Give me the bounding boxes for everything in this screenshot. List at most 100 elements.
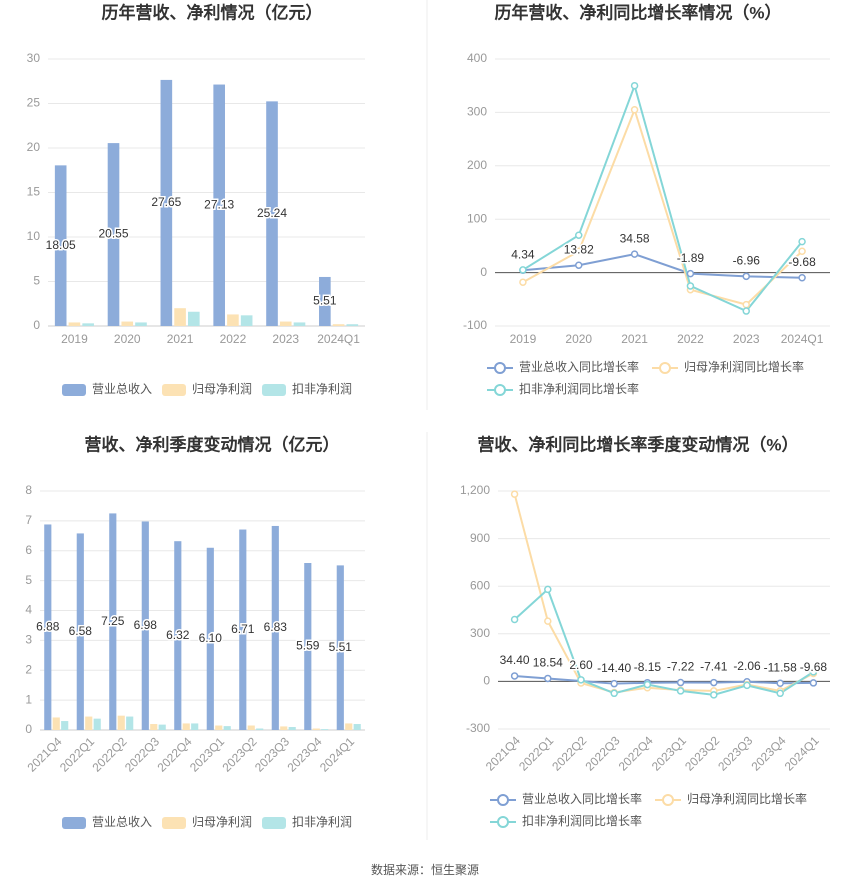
y-tick-label: -100 bbox=[463, 318, 487, 332]
data-label: 27.65 bbox=[151, 195, 181, 209]
x-tick-label: 2023Q4 bbox=[285, 734, 325, 774]
y-tick-label: 600 bbox=[470, 578, 490, 592]
data-label: 6.83 bbox=[264, 620, 288, 634]
bar bbox=[126, 716, 134, 730]
bar bbox=[76, 533, 84, 730]
x-tick-label: 2023 bbox=[272, 332, 299, 346]
point bbox=[776, 689, 784, 698]
legend-label: 扣非净利润 bbox=[292, 815, 352, 829]
bar bbox=[160, 79, 173, 326]
point bbox=[610, 679, 618, 688]
data-label: -6.96 bbox=[733, 253, 761, 267]
legend-swatch bbox=[497, 794, 509, 806]
bar bbox=[319, 276, 331, 326]
y-tick-label: 7 bbox=[25, 513, 32, 527]
point bbox=[742, 307, 750, 315]
x-tick-label: 2022Q1 bbox=[57, 734, 97, 774]
point bbox=[630, 250, 639, 258]
data-label: 20.55 bbox=[98, 227, 128, 241]
y-tick-label: 6 bbox=[25, 543, 32, 557]
point bbox=[798, 237, 806, 246]
legend-label: 营业总收入 bbox=[92, 815, 152, 829]
point bbox=[686, 282, 695, 290]
bar bbox=[293, 322, 306, 326]
data-label: -2.06 bbox=[733, 659, 761, 673]
data-label: 18.54 bbox=[533, 656, 563, 670]
y-tick-label: 1 bbox=[25, 692, 32, 706]
line bbox=[513, 587, 814, 696]
legend-swatch bbox=[262, 817, 286, 829]
y-tick-label: 10 bbox=[27, 229, 41, 243]
y-tick-label: 25 bbox=[27, 96, 41, 110]
y-tick-label: 8 bbox=[25, 483, 32, 497]
bar bbox=[215, 725, 223, 730]
data-label: 5.51 bbox=[329, 640, 353, 654]
data-label: 13.82 bbox=[564, 242, 594, 256]
data-label: 4.34 bbox=[511, 247, 535, 261]
source-note: 数据来源：恒生聚源 bbox=[371, 862, 479, 877]
bar bbox=[93, 718, 101, 730]
y-tick-label: 5 bbox=[25, 573, 32, 587]
data-label: 6.58 bbox=[69, 624, 93, 638]
x-tick-label: 2022 bbox=[677, 332, 704, 346]
data-label: 6.88 bbox=[36, 619, 60, 633]
x-tick-label: 2022Q2 bbox=[549, 733, 589, 773]
x-tick-label: 2024Q1 bbox=[317, 332, 360, 346]
point bbox=[577, 676, 585, 684]
point bbox=[519, 278, 527, 286]
bar bbox=[213, 84, 225, 326]
data-label: 27.13 bbox=[204, 197, 234, 211]
legend-swatch bbox=[62, 817, 86, 829]
bar bbox=[44, 524, 52, 730]
x-tick-label: 2022Q4 bbox=[155, 734, 195, 774]
bar bbox=[82, 323, 94, 326]
point bbox=[742, 300, 750, 309]
x-tick-label: 2019 bbox=[61, 332, 88, 346]
point bbox=[798, 247, 806, 255]
y-tick-label: 0 bbox=[25, 722, 32, 736]
bar bbox=[174, 541, 182, 730]
bar bbox=[68, 322, 81, 326]
point bbox=[519, 266, 527, 274]
bar bbox=[150, 724, 158, 730]
bar bbox=[321, 729, 329, 730]
y-tick-label: -300 bbox=[466, 721, 490, 735]
data-label: 5.59 bbox=[296, 639, 320, 653]
x-tick-label: 2023Q4 bbox=[748, 733, 788, 773]
bar bbox=[227, 314, 239, 326]
x-tick-label: 2021 bbox=[167, 332, 194, 346]
bar bbox=[280, 726, 288, 730]
y-tick-label: 0 bbox=[33, 318, 40, 332]
data-label: 5.51 bbox=[313, 294, 337, 308]
legend-label: 扣非净利润同比增长率 bbox=[519, 381, 639, 396]
point bbox=[743, 681, 751, 690]
y-tick-label: 0 bbox=[480, 265, 487, 279]
point bbox=[575, 261, 583, 269]
point bbox=[544, 617, 552, 625]
point bbox=[686, 269, 695, 278]
y-tick-label: 100 bbox=[467, 211, 487, 225]
x-tick-label: 2023Q1 bbox=[649, 733, 689, 773]
legend-label: 扣非净利润同比增长率 bbox=[522, 813, 642, 828]
point bbox=[809, 679, 818, 687]
chart-title: 营收、净利季度变动情况（亿元） bbox=[85, 434, 340, 454]
bar bbox=[332, 324, 345, 326]
y-tick-label: 900 bbox=[470, 531, 490, 545]
bar bbox=[85, 716, 93, 730]
chart-title: 历年营收、净利同比增长率情况（%） bbox=[494, 2, 781, 22]
x-tick-label: 2022 bbox=[220, 332, 247, 346]
bar bbox=[174, 308, 186, 326]
y-tick-label: 15 bbox=[27, 185, 41, 199]
legend-label: 营业总收入 bbox=[92, 382, 152, 396]
point bbox=[630, 105, 639, 114]
bar bbox=[135, 322, 147, 326]
point bbox=[676, 678, 685, 687]
bar bbox=[117, 715, 125, 730]
legend-label: 归母净利润 bbox=[192, 382, 252, 396]
point bbox=[544, 585, 552, 594]
bar bbox=[266, 101, 278, 326]
bar bbox=[346, 324, 359, 326]
x-tick-label: 2019 bbox=[510, 332, 537, 346]
y-tick-label: 20 bbox=[27, 140, 41, 154]
